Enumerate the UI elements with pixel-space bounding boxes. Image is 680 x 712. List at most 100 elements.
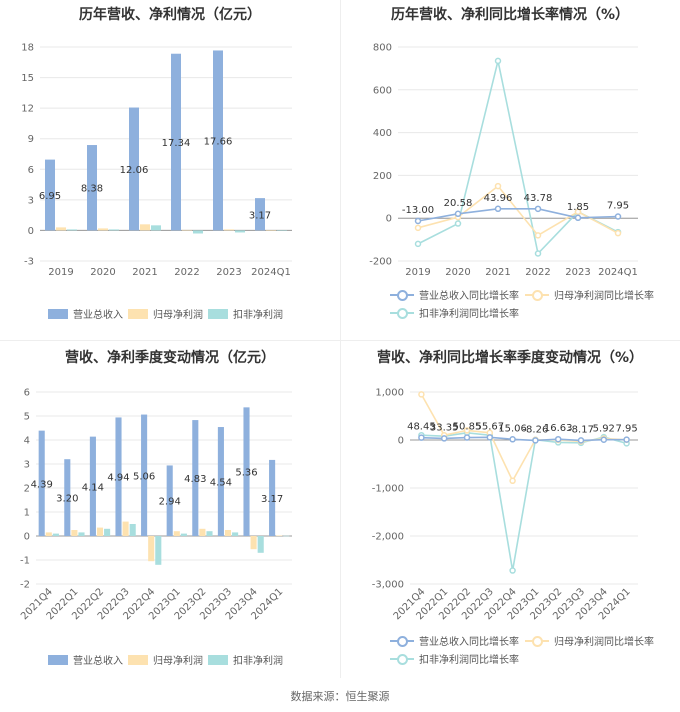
bar-deducted-profit (283, 535, 290, 537)
legend-swatch (390, 289, 414, 301)
data-label: 8.38 (81, 184, 103, 195)
data-label: 4.83 (184, 474, 206, 485)
series-point (454, 220, 462, 227)
series-line-deducted-profit (421, 431, 627, 571)
y-tick-label: 6 (24, 388, 30, 399)
bar-revenue (217, 427, 224, 536)
y-tick-label: 4 (24, 436, 30, 447)
data-label: 3.17 (249, 210, 271, 221)
data-label: 5.92 (593, 424, 615, 435)
data-label: 43.78 (524, 193, 553, 204)
bar-deducted-profit (151, 225, 161, 231)
y-tick-label: 9 (28, 134, 34, 145)
legend-item-revenue-growth[interactable]: 营业总收入同比增长率 (390, 287, 519, 302)
chart-legend[interactable]: 营业总收入 归母净利润 扣非净利润 (0, 652, 340, 667)
series-point (534, 205, 542, 213)
bar-revenue (166, 465, 173, 536)
chart-legend[interactable]: 营业总收入 归母净利润 扣非净利润 (0, 306, 340, 321)
bar-net-profit (182, 229, 192, 231)
bar-deducted-profit (277, 230, 287, 231)
bar-revenue (64, 459, 71, 536)
legend-item-deducted-profit[interactable]: 扣非净利润 (208, 306, 283, 321)
y-tick-label: 800 (373, 43, 392, 54)
data-label: -8.26 (522, 424, 548, 435)
legend-item-deducted-growth[interactable]: 扣非净利润同比增长率 (390, 651, 519, 666)
annual-growth-rate-chart: -200 0 200 400 600 800 2019 2020 2021 2022 2023 202… (369, 43, 638, 278)
y-tick-label: 200 (373, 171, 392, 182)
data-label: 4.39 (31, 479, 53, 490)
legend-item-net-profit[interactable]: 归母净利润 (128, 306, 203, 321)
legend-item-deducted-profit[interactable]: 扣非净利润 (208, 652, 283, 667)
legend-swatch (208, 654, 228, 665)
data-label: 16.63 (544, 423, 573, 434)
data-label: 12.06 (120, 165, 149, 176)
series-point (414, 217, 422, 225)
series-point (614, 229, 622, 237)
y-tick-label: -3 (24, 257, 34, 268)
bar-revenue (115, 417, 122, 536)
data-label: 50.85 (453, 422, 482, 433)
series-point (463, 427, 471, 434)
data-label: -8.17 (568, 424, 594, 435)
y-tick-label: 12 (21, 104, 34, 115)
quarterly-growth-rate-panel: 营收、净利同比增长率季度变动情况（%） -3,000 -2,000 -1,000 0 1… (340, 340, 680, 680)
y-tick-label: 0 (386, 214, 392, 225)
data-label: 4.14 (82, 482, 104, 493)
data-label: 17.66 (204, 136, 233, 147)
data-label: 48.45 (407, 422, 436, 433)
y-tick-label: 1 (24, 508, 30, 519)
bar-deducted-profit (67, 229, 77, 231)
chart-title: 营收、净利季度变动情况（亿元） (65, 350, 275, 366)
data-label: 15.06 (498, 423, 527, 434)
legend-swatch (48, 654, 68, 665)
legend-label: 归母净利润同比增长率 (554, 637, 654, 648)
chart-legend[interactable]: 营业总收入同比增长率 归母净利润同比增长率 扣非净利润同比增长率 (340, 287, 680, 321)
legend-item-net-profit-growth[interactable]: 归母净利润同比增长率 (525, 633, 654, 648)
chart-legend[interactable]: 营业总收入同比增长率 归母净利润同比增长率 扣非净利润同比增长率 (340, 633, 680, 667)
y-tick-label: 3 (28, 195, 34, 206)
bar-net-profit (173, 531, 180, 536)
bar-net-profit (122, 521, 129, 536)
x-tick-label: 2019 (405, 267, 430, 278)
quarterly-revenue-profit-panel: 营收、净利季度变动情况（亿元） -2 -1 0 1 2 3 4 5 6 2021Q4 2022Q1 2… (0, 340, 340, 680)
series-point (534, 250, 542, 257)
quarterly-growth-rate-chart: -3,000-2,000-1,00001,0002021Q42022Q12022… (372, 388, 638, 622)
legend-item-deducted-growth[interactable]: 扣非净利润同比增长率 (390, 305, 519, 320)
series-point (418, 391, 425, 398)
y-tick-label: -1 (20, 556, 30, 567)
bar-deducted-profit (235, 230, 245, 233)
chart-title: 历年营收、净利情况（亿元） (79, 7, 261, 23)
x-tick-label: 2019 (48, 267, 73, 278)
bar-net-profit (98, 228, 108, 231)
legend-swatch (390, 635, 414, 647)
data-label: 33.35 (430, 422, 459, 433)
legend-label: 营业总收入 (73, 656, 123, 667)
bar-revenue (171, 53, 181, 231)
x-tick-label: 2020 (445, 267, 470, 278)
bar-net-profit (276, 535, 283, 537)
y-tick-label: -2 (20, 580, 30, 591)
x-tick-label: 2023 (216, 267, 241, 278)
x-tick-label: 2024Q1 (251, 267, 291, 278)
bar-net-profit (199, 528, 206, 536)
y-tick-label: 0 (24, 532, 30, 543)
bar-deducted-profit (193, 230, 203, 234)
series-point (414, 224, 422, 232)
legend-item-net-profit[interactable]: 归母净利润 (128, 652, 203, 667)
bar-net-profit (266, 230, 276, 231)
series-point (414, 240, 422, 248)
legend-item-revenue[interactable]: 营业总收入 (48, 306, 123, 321)
legend-label: 归母净利润 (153, 656, 203, 667)
series-line-revenue (421, 436, 627, 442)
bar-net-profit (250, 536, 257, 550)
data-label: 55.67 (475, 421, 504, 432)
legend-item-net-profit-growth[interactable]: 归母净利润同比增长率 (525, 287, 654, 302)
x-tick-label: 2020 (90, 267, 115, 278)
series-point (577, 437, 585, 444)
legend-item-revenue[interactable]: 营业总收入 (48, 652, 123, 667)
legend-item-revenue-growth[interactable]: 营业总收入同比增长率 (390, 633, 519, 648)
legend-swatch (128, 308, 148, 319)
x-tick-label: 2021 (485, 267, 510, 278)
bar-revenue (269, 459, 276, 536)
y-tick-label: 2 (24, 484, 30, 495)
